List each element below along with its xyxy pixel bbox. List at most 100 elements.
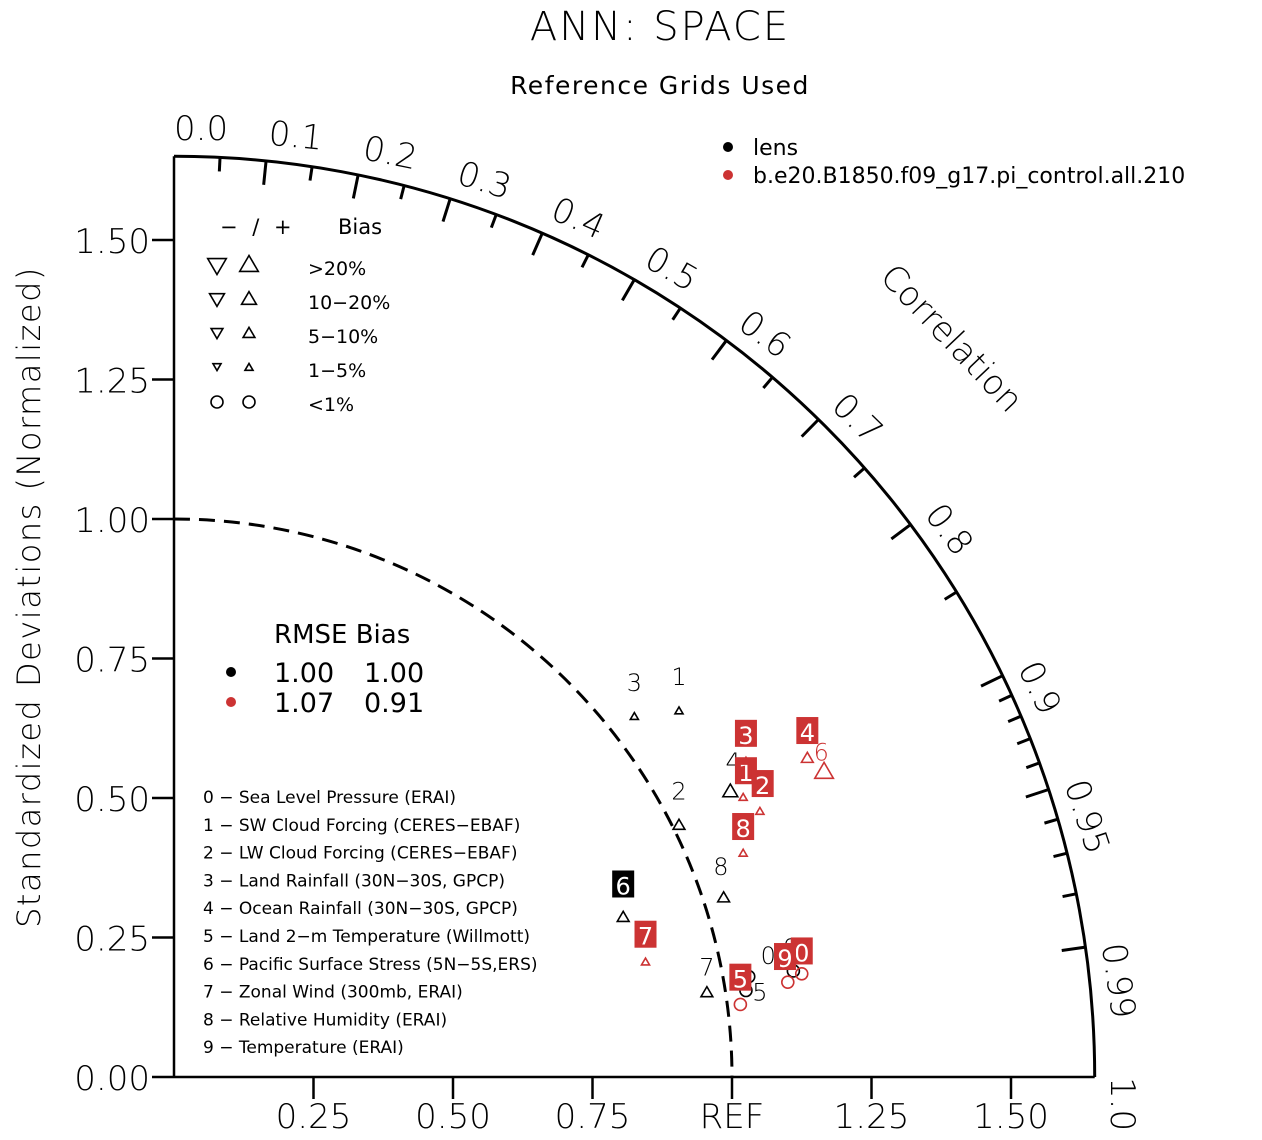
x-tick-label: 0.25 (276, 1097, 352, 1135)
correlation-tick-minor (1016, 737, 1031, 746)
case-legend-dot (723, 142, 733, 152)
case-legend-label: lens (753, 136, 798, 161)
data-point-label: 7 (699, 953, 714, 981)
correlation-tick-minor (671, 307, 682, 321)
chart-subtitle: Reference Grids Used (510, 71, 810, 100)
data-point-label: 3 (627, 669, 642, 697)
correlation-tick-minor (1044, 817, 1059, 825)
correlation-tick-minor (1062, 892, 1077, 899)
correlation-tick-minor (580, 254, 590, 268)
point-lens-3: 3 (627, 669, 642, 721)
data-point-marker (813, 760, 835, 780)
data-point-label-box (734, 757, 757, 785)
reference-arc (173, 517, 734, 1078)
data-point-label: 1 (671, 663, 686, 691)
variable-legend-item: 1 − SW Cloud Forcing (CERES−EBAF) (203, 816, 520, 836)
correlation-label: 0.8 (917, 496, 981, 563)
data-point-label: 5 (733, 966, 748, 994)
data-point-label-box (732, 813, 755, 841)
correlation-axis-label: Correlation (872, 257, 1030, 421)
point-lens-7: 7 (699, 953, 715, 998)
bias-legend-marker-up (238, 253, 260, 273)
data-point-marker (628, 710, 640, 721)
x-tick-label: 1.50 (973, 1097, 1049, 1135)
correlation-tick-minor (943, 590, 958, 601)
data-point-label-box (729, 963, 752, 991)
data-point-label: 6 (616, 872, 631, 900)
point-case-3: 3 (734, 719, 757, 765)
correlation-tick-major (621, 278, 636, 302)
data-point-marker (800, 750, 815, 764)
correlation-tick-minor (399, 185, 406, 200)
correlation-tick-major (441, 198, 452, 223)
bias-legend-label: 10−20% (308, 292, 390, 314)
variable-legend-item: 2 − LW Cloud Forcing (CERES−EBAF) (203, 844, 517, 864)
rmse-table-header: RMSE Bias (274, 620, 410, 650)
bias-legend-label: 5−10% (308, 326, 378, 348)
y-tick-label: 1.25 (74, 362, 150, 402)
bias-legend-marker-down (208, 292, 226, 308)
rmse-table-bias: 1.00 (364, 658, 424, 689)
variable-legend-item: 6 − Pacific Surface Stress (5N−5S,ERS) (203, 955, 538, 975)
data-point-label-box (634, 920, 657, 948)
y-tick-label: 1.00 (74, 501, 150, 541)
data-point-label: 3 (738, 722, 753, 750)
data-point-marker (740, 755, 752, 765)
correlation-tick-major (890, 523, 912, 541)
data-point-marker (673, 705, 685, 715)
data-point-label-box (796, 717, 819, 745)
y-tick-label: 0.00 (74, 1059, 150, 1099)
bias-legend-marker-down (211, 362, 223, 373)
data-point-label-box (790, 937, 813, 965)
correlation-label: 0.99 (1093, 940, 1143, 1021)
data-point-marker (737, 847, 749, 857)
point-case-0: 0 (790, 937, 813, 981)
data-point-marker (615, 909, 631, 923)
correlation-tick-minor (308, 166, 314, 181)
rmse-table-bias: 0.91 (364, 688, 424, 719)
point-case-8: 8 (732, 813, 755, 857)
rmse-table-rmse: 1.00 (274, 658, 334, 689)
rmse-table-dot (226, 697, 236, 707)
correlation-tick-major (262, 160, 268, 185)
variable-legend-item: 0 − Sea Level Pressure (ERAI) (203, 788, 456, 808)
correlation-label: 0.1 (267, 114, 325, 159)
data-point-marker (640, 956, 651, 966)
variable-legend-item: 9 − Temperature (ERAI) (203, 1038, 404, 1058)
correlation-tick-major (980, 674, 1004, 688)
correlation-tick-minor (489, 214, 498, 229)
bias-legend-signs: − / + (220, 215, 296, 239)
x-ref-label: REF (700, 1097, 765, 1135)
y-tick-label: 0.25 (74, 920, 150, 960)
bias-legend-marker-down (210, 395, 224, 409)
data-point-label: 0 (761, 942, 776, 970)
correlation-tick-minor (217, 157, 222, 172)
bias-legend-label: 1−5% (308, 360, 366, 382)
y-axis-label: Standardized Deviations (Normalized) (10, 266, 48, 928)
bias-legend-marker-up (243, 361, 255, 372)
bias-legend-marker-down (206, 257, 228, 277)
point-lens-2: 2 (671, 778, 687, 831)
point-case-5: 5 (729, 963, 752, 1012)
data-point-marker (733, 997, 748, 1012)
correlation-tick-minor (853, 466, 866, 479)
data-point-marker (754, 805, 766, 816)
legends-group: lens b.e20.B1850.f09_g17.pi_control.all.2… (203, 136, 1185, 1058)
data-point-label: 2 (755, 772, 770, 800)
data-point-label-box (751, 770, 774, 798)
correlation-tick-major (800, 418, 820, 438)
case-legend-dot (723, 170, 733, 180)
bias-legend-marker-down (209, 327, 225, 341)
bias-legend-label: >20% (308, 258, 366, 280)
data-point-label: 5 (752, 979, 767, 1007)
data-points-group: 01234567890123456789 (612, 663, 835, 1012)
data-point-marker (721, 782, 740, 798)
chart-title: ANN: SPACE (530, 4, 790, 50)
y-tick-label: 0.75 (74, 641, 150, 681)
variable-legend-item: 5 − Land 2−m Temperature (Willmott) (203, 927, 530, 947)
point-case-7: 7 (634, 920, 657, 966)
correlation-label: 0.2 (360, 128, 421, 178)
rmse-table-dot (226, 667, 236, 677)
correlation-tick-minor (1025, 761, 1040, 770)
